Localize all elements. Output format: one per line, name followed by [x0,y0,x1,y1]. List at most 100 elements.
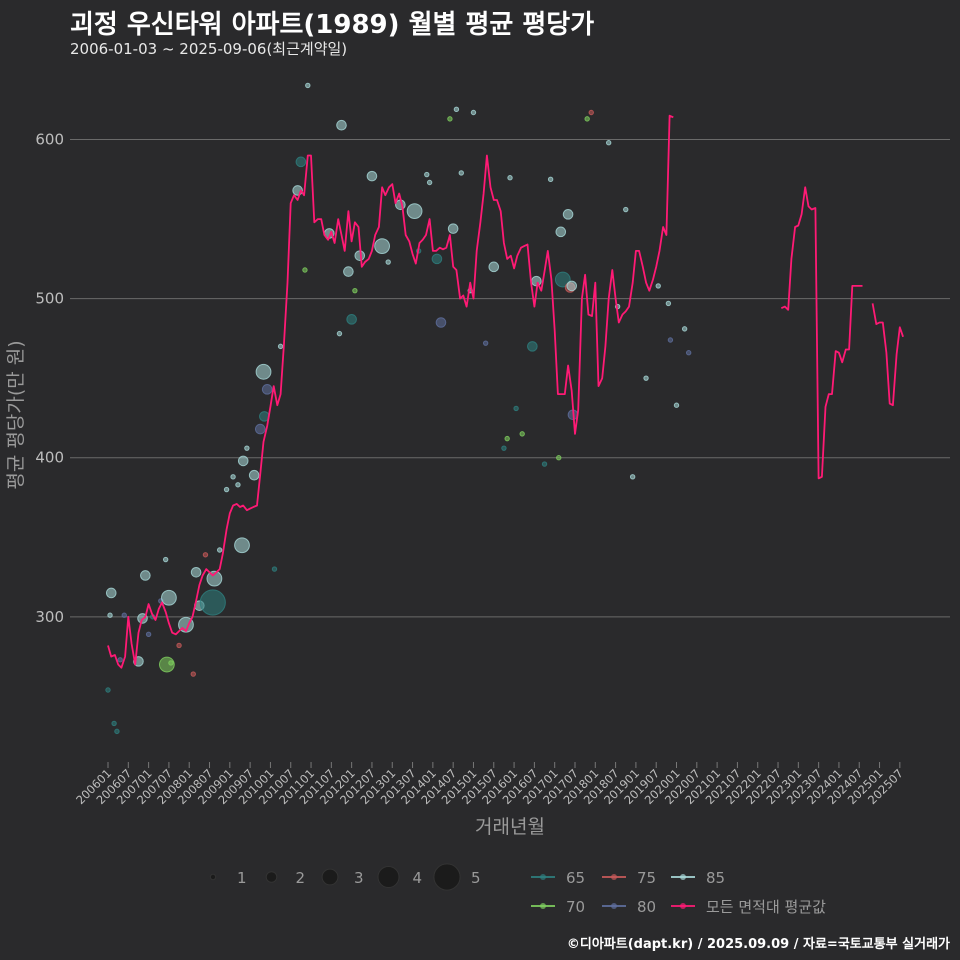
data-point [406,203,423,220]
data-point [336,330,343,337]
legend: 1 2 3 4 5 65 75 85 70 80 모든 면적대 평균값 [209,863,826,916]
legend-series-label: 65 [566,869,585,887]
data-point [374,238,391,255]
x-axis: 2006012006072007012007072008012008072009… [73,762,906,807]
legend-swatch-dot [540,903,546,909]
legend-size-label: 4 [413,869,423,887]
data-point [302,267,308,273]
legend-size-label: 5 [471,869,481,887]
grid-lines [70,139,950,618]
data-point [237,455,249,467]
data-point [230,474,236,480]
data-point [665,300,672,307]
legend-size-marker [209,873,217,881]
data-point [435,317,447,328]
average-line [107,114,904,669]
data-point [336,119,347,131]
data-point [202,552,209,558]
data-point [643,375,649,381]
data-point [554,271,571,288]
legend-series-label: 75 [637,869,656,887]
legend-swatch-dot [680,903,686,909]
chart-subtitle: 2006-01-03 ~ 2025-09-06(최근계약일) [70,40,348,58]
data-point [190,671,196,677]
scatter-points [105,82,692,735]
data-point [470,109,477,116]
x-axis-label: 거래년월 [475,816,545,838]
legend-size-label: 2 [296,869,306,887]
data-point [168,660,174,666]
data-point [566,280,578,292]
data-point [366,170,378,182]
y-tick-label: 400 [35,449,64,467]
y-tick-label: 300 [35,608,64,626]
data-point [234,537,250,554]
legend-series-label: 70 [566,898,585,916]
y-axis-label: 평균 평당가(만 원) [5,340,27,489]
data-point [114,728,120,735]
legend-swatch-dot [611,903,617,909]
data-point [216,547,223,553]
data-point [431,253,443,265]
data-point [453,106,460,113]
data-point [531,275,542,287]
data-point [121,612,127,618]
data-point [681,326,688,332]
data-point [424,171,430,178]
data-point [629,474,636,480]
data-point [343,266,354,277]
data-point [623,206,629,213]
legend-swatch-dot [680,874,686,880]
data-point [295,156,307,168]
data-point [277,343,284,350]
data-point [261,384,273,395]
credit-line: ©디아파트(dapt.kr) / 2025.09.09 / 자료=국토교통부 실… [566,937,950,952]
data-point [255,363,272,380]
data-point [162,556,169,563]
data-point [248,469,260,481]
legend-size-marker [321,868,339,886]
data-point [447,116,453,122]
data-point [161,589,177,606]
data-point [305,82,311,89]
series-line-average [780,186,904,480]
data-point [507,175,513,181]
data-point [655,283,661,289]
data-point [555,226,567,238]
data-point [117,657,123,663]
data-point [176,642,182,649]
legend-size-marker [377,866,400,888]
data-point [513,405,519,412]
series-line-average [107,114,674,669]
data-point [541,461,548,467]
data-point [254,423,266,435]
y-axis: 300 400 500 600 [35,131,64,626]
data-point [426,179,433,186]
data-point [145,631,152,638]
data-point [562,209,574,220]
legend-series-label: 모든 면적대 평균값 [706,898,826,916]
data-point [271,566,278,572]
data-point [458,170,464,176]
y-tick-label: 600 [35,131,64,149]
data-point [667,337,674,343]
data-point [206,570,223,587]
legend-swatch-dot [611,874,617,880]
data-point [105,687,111,693]
data-point [584,116,590,122]
data-point [346,314,357,325]
data-point [244,445,250,451]
data-point [190,566,202,578]
legend-size-marker [265,871,278,883]
data-point [547,176,554,183]
y-tick-label: 500 [35,290,64,308]
legend-size-label: 1 [237,869,247,887]
data-point [223,486,230,493]
data-point [111,720,117,727]
legend-size-label: 3 [354,869,364,887]
chart-title: 괴정 우신타워 아파트(1989) 월별 평균 평당가 [70,10,595,40]
data-point [556,455,562,461]
data-point [235,482,241,488]
data-point [527,341,538,352]
